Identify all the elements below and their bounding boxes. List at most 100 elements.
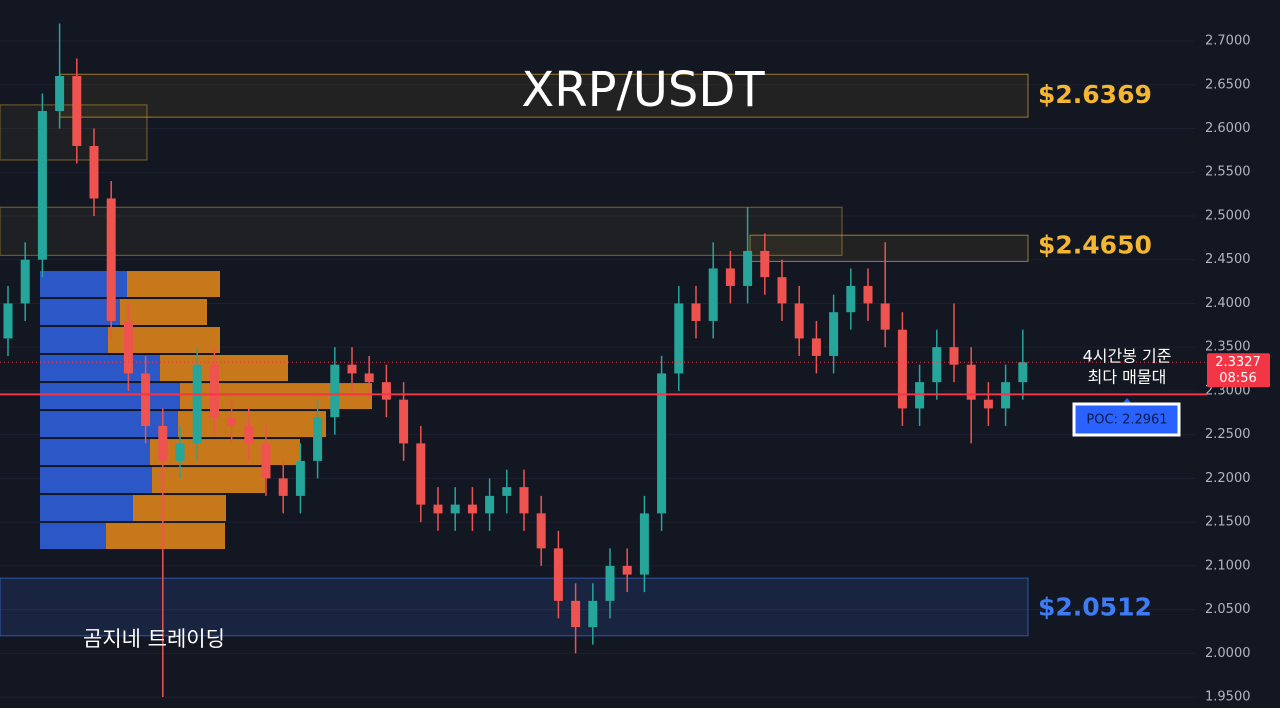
candle-body bbox=[467, 504, 477, 514]
candle-body bbox=[674, 303, 684, 374]
candle-body bbox=[691, 303, 701, 321]
candle-body bbox=[777, 277, 787, 304]
profile-buy bbox=[40, 467, 152, 494]
candle-body bbox=[399, 399, 409, 444]
candle-body bbox=[657, 373, 667, 514]
candle-body bbox=[794, 303, 804, 339]
profile-sell bbox=[106, 523, 225, 550]
candle-body bbox=[760, 250, 770, 278]
candle-body bbox=[553, 548, 563, 601]
level-zone bbox=[0, 577, 1029, 637]
candle-body bbox=[330, 364, 340, 418]
candle-body bbox=[811, 338, 821, 356]
candle-body bbox=[381, 382, 391, 400]
candle-body bbox=[571, 600, 581, 628]
candle-body bbox=[158, 425, 168, 461]
profile-sell bbox=[180, 383, 372, 410]
candle-body bbox=[863, 285, 873, 304]
profile-buy bbox=[40, 327, 108, 353]
level-label: $2.0512 bbox=[1038, 593, 1152, 622]
candle-body bbox=[278, 478, 288, 496]
note-text: 4시간봉 기준 bbox=[1083, 347, 1172, 366]
candle-body bbox=[209, 364, 219, 418]
y-tick-label: 2.5500 bbox=[1205, 165, 1251, 180]
profile-buy bbox=[40, 523, 106, 550]
candle-body bbox=[846, 285, 856, 313]
candle-body bbox=[261, 443, 271, 479]
level-zone bbox=[749, 234, 1029, 262]
candle-body bbox=[20, 259, 30, 304]
candle-body bbox=[966, 364, 976, 400]
y-tick-label: 2.7000 bbox=[1205, 34, 1251, 49]
candle-body bbox=[3, 303, 13, 339]
note-text: 최다 매물대 bbox=[1088, 368, 1167, 387]
candle-body bbox=[141, 373, 151, 426]
candle-body bbox=[364, 373, 374, 383]
poc-box bbox=[1072, 402, 1181, 437]
profile-sell bbox=[120, 299, 207, 326]
profile-buy bbox=[40, 383, 180, 410]
profile-buy bbox=[40, 411, 178, 438]
y-tick-label: 2.1000 bbox=[1205, 558, 1251, 573]
y-tick-label: 2.6000 bbox=[1205, 121, 1251, 136]
profile-buy bbox=[40, 495, 133, 522]
candle-body bbox=[622, 565, 632, 575]
candle-body bbox=[433, 504, 443, 514]
level-label: $2.4650 bbox=[1038, 231, 1152, 260]
candle-body bbox=[932, 347, 942, 383]
profile-sell bbox=[150, 439, 300, 466]
candle-body bbox=[743, 250, 753, 286]
y-tick-label: 2.0000 bbox=[1205, 646, 1251, 661]
candle-body bbox=[588, 600, 598, 628]
poc-label: POC: 2.2961 bbox=[1086, 413, 1167, 428]
y-tick-label: 2.2000 bbox=[1205, 471, 1251, 486]
y-tick-label: 2.0500 bbox=[1205, 602, 1251, 617]
candle-body bbox=[519, 487, 529, 514]
candle-body bbox=[829, 312, 839, 356]
candle-body bbox=[639, 513, 649, 575]
y-tick-label: 2.4500 bbox=[1205, 252, 1251, 267]
watermark: 곰지네 트레이딩 bbox=[83, 627, 225, 651]
candle-body bbox=[502, 487, 512, 496]
y-tick-label: 2.5000 bbox=[1205, 208, 1251, 223]
candle-body bbox=[949, 347, 959, 365]
candle-body bbox=[536, 513, 546, 549]
y-tick-label: 2.2500 bbox=[1205, 427, 1251, 442]
level-label: $2.6369 bbox=[1038, 80, 1152, 109]
profile-sell bbox=[152, 467, 265, 494]
candle-body bbox=[416, 443, 426, 505]
candle-body bbox=[55, 76, 65, 112]
candle-body bbox=[72, 76, 82, 146]
candle-body bbox=[106, 198, 116, 321]
candle-body bbox=[1018, 362, 1028, 383]
y-tick-label: 2.3500 bbox=[1205, 340, 1251, 355]
candle-body bbox=[192, 364, 202, 444]
chart-title: XRP/USDT bbox=[521, 62, 765, 118]
candle-body bbox=[227, 417, 237, 426]
candle-body bbox=[485, 495, 495, 514]
candle-body bbox=[897, 329, 907, 409]
candle-body bbox=[295, 460, 305, 496]
candle-body bbox=[605, 565, 615, 601]
candle-body bbox=[708, 268, 718, 321]
y-tick-label: 1.9500 bbox=[1205, 690, 1251, 705]
candle-body bbox=[175, 443, 185, 461]
current-price-label: 2.3327 bbox=[1215, 355, 1261, 370]
y-tick-label: 2.4000 bbox=[1205, 296, 1251, 311]
current-price-box bbox=[1207, 353, 1270, 388]
candle-body bbox=[37, 111, 47, 260]
profile-sell bbox=[127, 271, 220, 298]
profile-buy bbox=[40, 439, 150, 466]
profile-buy bbox=[40, 299, 120, 326]
y-tick-label: 2.1500 bbox=[1205, 515, 1251, 530]
candle-body bbox=[983, 399, 993, 409]
candle-body bbox=[244, 425, 254, 444]
y-tick-label: 2.6500 bbox=[1205, 77, 1251, 92]
zone-box bbox=[0, 206, 843, 256]
candle-body bbox=[123, 320, 133, 374]
candle-body bbox=[347, 364, 357, 374]
candle-body bbox=[450, 504, 460, 514]
